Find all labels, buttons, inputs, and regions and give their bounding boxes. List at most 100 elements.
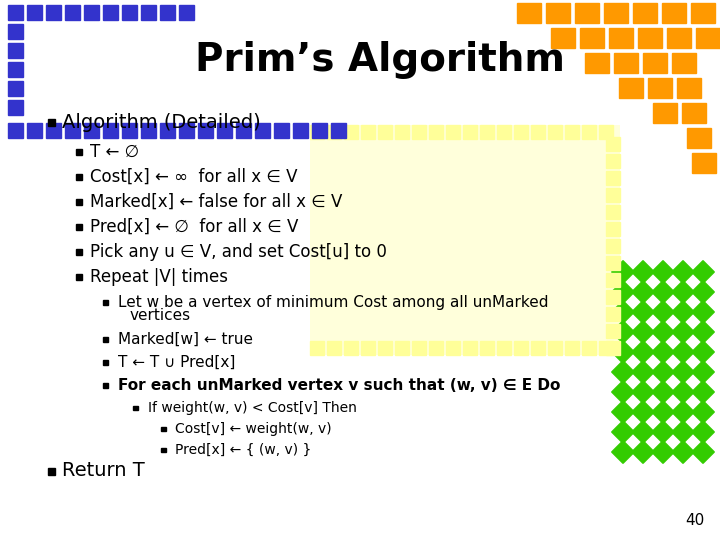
Bar [8, 24, 23, 39]
Bar [48, 118, 55, 125]
Bar [682, 103, 706, 123]
Bar [76, 274, 82, 280]
Bar [514, 341, 528, 355]
Bar [179, 123, 194, 138]
Bar [672, 441, 694, 463]
Bar [429, 125, 443, 139]
Bar [361, 341, 375, 355]
Bar [76, 149, 82, 155]
Bar [612, 301, 634, 323]
Bar [160, 123, 175, 138]
Bar [141, 5, 156, 20]
Bar [8, 43, 23, 58]
Bar [606, 341, 620, 355]
Bar [672, 301, 694, 323]
Bar [692, 361, 714, 383]
Bar [609, 28, 633, 48]
Bar [662, 3, 686, 23]
Bar [160, 5, 175, 20]
Bar [546, 3, 570, 23]
Bar [46, 123, 61, 138]
Bar [692, 321, 714, 343]
Text: 40: 40 [685, 513, 705, 528]
Bar [378, 341, 392, 355]
Text: Return T: Return T [62, 462, 145, 481]
Bar [236, 123, 251, 138]
Bar [76, 199, 82, 205]
Bar [612, 261, 634, 284]
Bar [612, 381, 634, 403]
Bar [133, 406, 138, 410]
Text: Pred[x] ← { (w, v) }: Pred[x] ← { (w, v) } [175, 443, 311, 457]
Bar [653, 103, 677, 123]
Bar [631, 441, 654, 463]
Bar [638, 28, 662, 48]
Bar [255, 123, 270, 138]
Text: Marked[w] ← true: Marked[w] ← true [118, 332, 253, 347]
Bar [65, 5, 80, 20]
Text: vertices: vertices [130, 308, 191, 323]
Bar [692, 341, 714, 363]
Bar [310, 341, 324, 355]
Text: Marked[x] ← false for all x ∈ V: Marked[x] ← false for all x ∈ V [90, 193, 343, 211]
Bar [692, 381, 714, 403]
Bar [103, 360, 108, 365]
Bar [497, 125, 511, 139]
Bar [692, 261, 714, 284]
Bar [672, 401, 694, 423]
Bar [606, 307, 620, 321]
Bar [548, 341, 562, 355]
Bar [179, 5, 194, 20]
Bar [48, 468, 55, 475]
Bar [652, 281, 675, 303]
Bar [480, 341, 494, 355]
Bar [395, 125, 409, 139]
Bar [293, 123, 308, 138]
Bar [531, 341, 545, 355]
Bar [631, 361, 654, 383]
Bar [606, 290, 620, 304]
Bar [517, 3, 541, 23]
Bar [565, 341, 579, 355]
Bar [619, 78, 643, 98]
Bar [344, 125, 358, 139]
Text: Cost[x] ← ∞  for all x ∈ V: Cost[x] ← ∞ for all x ∈ V [90, 168, 297, 186]
Bar [696, 28, 720, 48]
Bar [652, 381, 675, 403]
Bar [652, 261, 675, 284]
Bar [612, 401, 634, 423]
Bar [161, 427, 166, 431]
Bar [103, 123, 118, 138]
Bar [606, 171, 620, 185]
Bar [395, 341, 409, 355]
Bar [480, 125, 494, 139]
Bar [274, 123, 289, 138]
Text: Cost[v] ← weight(w, v): Cost[v] ← weight(w, v) [175, 422, 332, 436]
Text: Algorithm (Detailed): Algorithm (Detailed) [62, 112, 261, 132]
Bar [103, 5, 118, 20]
Bar [672, 53, 696, 73]
Bar [631, 421, 654, 443]
Bar [692, 421, 714, 443]
Bar [606, 137, 620, 151]
Bar [103, 382, 108, 388]
Bar [122, 5, 137, 20]
Bar [604, 3, 628, 23]
Text: If weight(w, v) < Cost[v] Then: If weight(w, v) < Cost[v] Then [148, 401, 357, 415]
Bar [606, 154, 620, 168]
Bar [606, 222, 620, 236]
Bar [514, 125, 528, 139]
Bar [652, 341, 675, 363]
Bar [412, 125, 426, 139]
Bar [310, 125, 324, 139]
Bar [378, 125, 392, 139]
Bar [599, 125, 613, 139]
Bar [585, 53, 609, 73]
Bar [652, 401, 675, 423]
Bar [672, 321, 694, 343]
Text: Pick any u ∈ V, and set Cost[u] to 0: Pick any u ∈ V, and set Cost[u] to 0 [90, 243, 387, 261]
Bar [8, 5, 23, 20]
Bar [691, 3, 715, 23]
Bar [8, 81, 23, 96]
Bar [531, 125, 545, 139]
